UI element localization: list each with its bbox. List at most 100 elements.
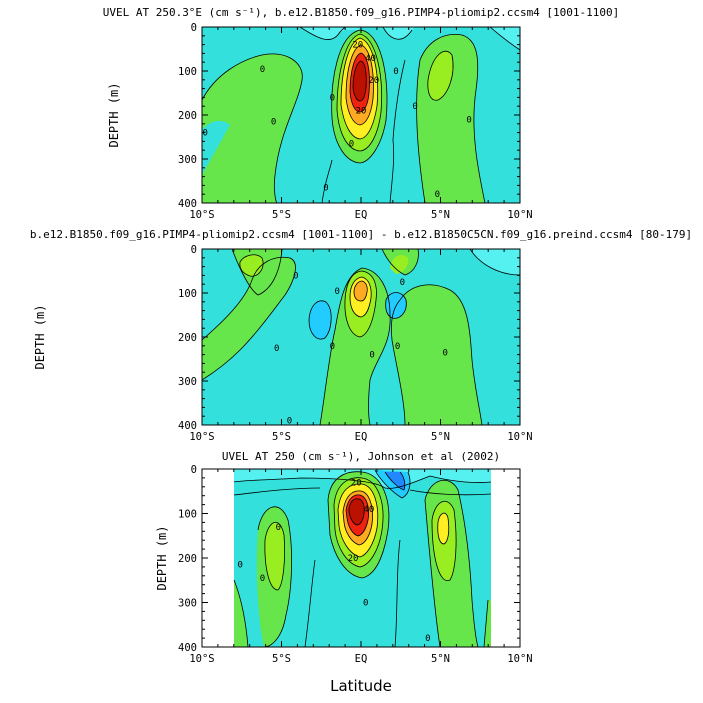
panel-3-title: UVEL AT 250 (cm s⁻¹), Johnson et al (200… <box>222 450 500 463</box>
x-tick-label: 5°N <box>431 431 450 443</box>
contour-label: 0 <box>330 342 335 352</box>
panel-2-contour-field <box>202 249 520 425</box>
y-tick-label: 400 <box>178 198 197 210</box>
contour-label: 0 <box>202 129 207 139</box>
x-tick-label: 10°N <box>507 209 532 221</box>
x-tick-label: 5°S <box>272 209 291 221</box>
contour-label: 0 <box>287 417 292 427</box>
y-tick-label: 100 <box>178 509 197 521</box>
panel-3: UVEL AT 250 (cm s⁻¹), Johnson et al (200… <box>155 450 533 665</box>
x-tick-label: 10°S <box>189 431 214 443</box>
y-tick-label: 0 <box>191 464 197 476</box>
panel-3-contour-field <box>233 469 492 647</box>
contour-label: 0 <box>425 634 430 644</box>
panel-1-jet-core <box>353 61 367 101</box>
x-tick-label: 5°S <box>272 653 291 665</box>
panel-2-green-band-west <box>202 257 296 380</box>
contour-label: 0 <box>349 140 354 150</box>
y-tick-label: 200 <box>178 332 197 344</box>
contour-label: 0 <box>395 342 400 352</box>
x-tick-label: 10°S <box>189 653 214 665</box>
panel-1-contour-lines <box>202 27 520 203</box>
x-tick-label: EQ <box>355 653 368 665</box>
contour-label: 20 <box>352 41 363 51</box>
panel-2-lime-top-right <box>390 255 409 274</box>
x-tick-label: 5°N <box>431 653 450 665</box>
panel-3-jet-core <box>349 498 365 525</box>
y-tick-label: 300 <box>178 376 197 388</box>
figure-xlabel: Latitude <box>330 677 392 695</box>
x-tick-label: 10°S <box>189 209 214 221</box>
contour-label: 0 <box>260 574 265 584</box>
panel-1-lime-patch <box>427 51 454 101</box>
x-tick-label: 10°N <box>507 431 532 443</box>
y-tick-label: 200 <box>178 553 197 565</box>
panel-1-ylabel: DEPTH (m) <box>107 82 121 147</box>
panel-1-contour-field <box>202 27 520 203</box>
contour-label: 0 <box>393 67 398 77</box>
y-tick-label: 400 <box>178 420 197 432</box>
panel-3-green-edge-right <box>484 600 491 647</box>
contour-label: 20 <box>368 76 379 86</box>
y-tick-label: 0 <box>191 22 197 34</box>
panel-3-yellow-east <box>437 513 449 544</box>
panel-1-green-band-west <box>202 53 303 203</box>
contour-label: 0 <box>330 93 335 103</box>
contour-label: 40 <box>364 505 375 515</box>
panel-1-title: UVEL AT 250.3°E (cm s⁻¹), b.e12.B1850.f0… <box>103 6 620 19</box>
x-tick-label: 5°S <box>272 431 291 443</box>
x-tick-label: 10°N <box>507 653 532 665</box>
contour-label: 20 <box>351 478 362 488</box>
y-tick-label: 100 <box>178 288 197 300</box>
y-tick-label: 0 <box>191 244 197 256</box>
panel-2-lime-patch <box>239 254 264 277</box>
y-tick-label: 400 <box>178 642 197 654</box>
panel-2-sky-patch-left <box>309 300 332 340</box>
panel-3-lime-west <box>264 522 285 590</box>
contour-label: 0 <box>412 102 417 112</box>
panel-1: UVEL AT 250.3°E (cm s⁻¹), b.e12.B1850.f0… <box>103 6 620 221</box>
x-tick-label: EQ <box>355 431 368 443</box>
panel-1-cyan-inset <box>202 120 230 175</box>
contour-label: 0 <box>466 115 471 125</box>
panel-2-jet-orange <box>354 281 368 301</box>
panel-3-blue-patch <box>385 472 405 490</box>
y-tick-label: 200 <box>178 110 197 122</box>
contour-label: 0 <box>323 184 328 194</box>
contour-label: 0 <box>334 287 339 297</box>
contour-label: 0 <box>363 599 368 609</box>
contour-label: 0 <box>260 65 265 75</box>
panel-2-axes: 10°S 5°S EQ 5°N 10°N 0 100 200 300 400 <box>178 244 533 443</box>
contour-label: 20 <box>356 107 367 117</box>
contour-label: 0 <box>400 278 405 288</box>
contour-label: 0 <box>276 523 281 533</box>
y-tick-label: 100 <box>178 66 197 78</box>
contour-label: 0 <box>435 190 440 200</box>
contour-label: 20 <box>348 554 359 564</box>
x-tick-label: EQ <box>355 209 368 221</box>
contour-label: 0 <box>237 561 242 571</box>
panel-3-ylabel: DEPTH (m) <box>155 525 169 590</box>
contour-label: 0 <box>271 118 276 128</box>
panel-3-contour-labels: 20 40 20 0 0 0 0 0 <box>237 478 430 644</box>
x-tick-label: 5°N <box>431 209 450 221</box>
y-tick-label: 300 <box>178 154 197 166</box>
panel-2-contour-labels: 0 0 0 0 0 0 0 0 0 <box>274 271 448 426</box>
contour-label: 0 <box>443 348 448 358</box>
panel-3-contour-lines <box>233 469 492 647</box>
panel-1-cyan-top-left <box>300 27 355 40</box>
panel-2-contour-lines <box>202 249 520 425</box>
panel-1-cyan-corner <box>490 27 520 50</box>
y-tick-label: 300 <box>178 598 197 610</box>
panel-2-green-band-east <box>391 284 482 425</box>
panel-2-title: b.e12.B1850.f09_g16.PIMP4-pliomip2.ccsm4… <box>30 228 692 241</box>
panel-2-ylabel: DEPTH (m) <box>33 304 47 369</box>
panel-2-light-cyan-corner <box>470 249 520 275</box>
panel-2: b.e12.B1850.f09_g16.PIMP4-pliomip2.ccsm4… <box>30 228 692 443</box>
contour-label: 0 <box>293 271 298 281</box>
panel-3-green-edge-left <box>234 580 248 647</box>
